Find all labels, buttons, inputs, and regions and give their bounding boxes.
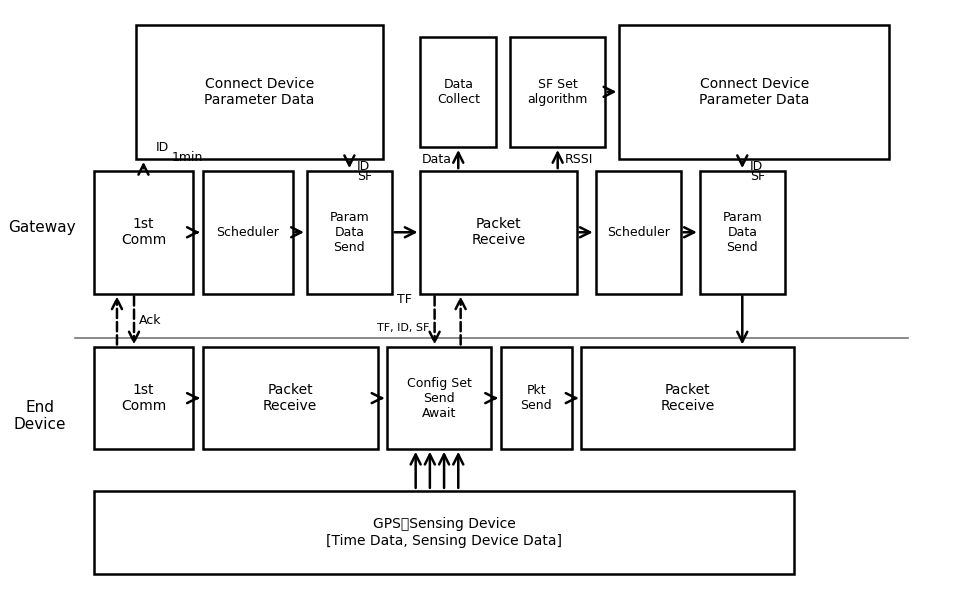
Text: Connect Device
Parameter Data: Connect Device Parameter Data: [699, 77, 810, 107]
Bar: [581, 347, 794, 449]
Text: Pkt
Send: Pkt Send: [521, 384, 553, 412]
Text: ID: ID: [357, 161, 370, 173]
Text: Config Set
Send
Await: Config Set Send Await: [407, 377, 471, 420]
Text: 1st
Comm: 1st Comm: [120, 383, 166, 413]
Bar: [619, 25, 889, 159]
Bar: [203, 171, 293, 294]
Text: Packet
Receive: Packet Receive: [661, 383, 715, 413]
Text: SF Set
algorithm: SF Set algorithm: [528, 78, 588, 106]
Text: RSSI: RSSI: [564, 153, 593, 165]
Text: Packet
Receive: Packet Receive: [263, 383, 317, 413]
Bar: [137, 25, 382, 159]
Text: 1st
Comm: 1st Comm: [120, 217, 166, 247]
Text: ID: ID: [156, 141, 169, 153]
Text: Param
Data
Send: Param Data Send: [723, 211, 762, 254]
Bar: [203, 347, 378, 449]
Bar: [421, 37, 496, 147]
Text: Packet
Receive: Packet Receive: [471, 217, 526, 247]
Text: ID: ID: [750, 161, 763, 173]
Text: Connect Device
Parameter Data: Connect Device Parameter Data: [205, 77, 315, 107]
Text: TF, ID, SF: TF, ID, SF: [378, 323, 430, 332]
Text: Ack: Ack: [139, 314, 162, 327]
Text: GPS・Sensing Device
[Time Data, Sensing Device Data]: GPS・Sensing Device [Time Data, Sensing D…: [326, 518, 562, 547]
Text: TF: TF: [397, 293, 412, 306]
Text: Param
Data
Send: Param Data Send: [330, 211, 369, 254]
Text: Scheduler: Scheduler: [216, 226, 279, 239]
Bar: [511, 37, 605, 147]
Bar: [501, 347, 572, 449]
Text: Data: Data: [422, 153, 451, 165]
Text: SF: SF: [357, 171, 372, 183]
Bar: [94, 491, 794, 574]
Text: Data
Collect: Data Collect: [437, 78, 480, 106]
Bar: [94, 171, 193, 294]
Text: Gateway: Gateway: [8, 220, 76, 235]
Bar: [307, 171, 392, 294]
Text: 1min: 1min: [172, 151, 204, 164]
Text: SF: SF: [750, 171, 765, 183]
Bar: [421, 171, 576, 294]
Bar: [700, 171, 785, 294]
Text: Scheduler: Scheduler: [607, 226, 669, 239]
Bar: [387, 347, 491, 449]
Bar: [94, 347, 193, 449]
Bar: [596, 171, 681, 294]
Text: End
Device: End Device: [13, 400, 66, 432]
